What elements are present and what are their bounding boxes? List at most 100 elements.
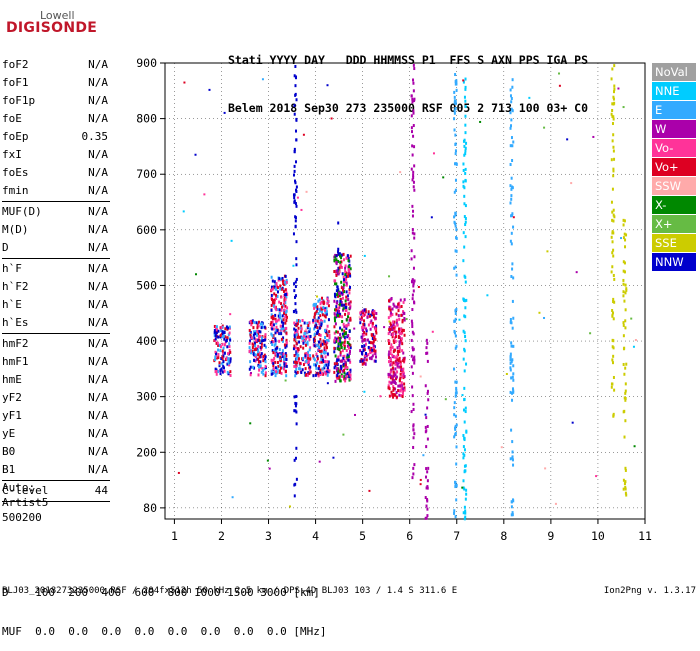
echo-point — [280, 296, 283, 299]
echo-point — [349, 368, 352, 372]
echo-point — [400, 304, 403, 308]
echo-point — [413, 279, 416, 283]
echo-point — [342, 288, 345, 292]
echo-point — [510, 231, 513, 235]
echo-point — [402, 328, 405, 332]
echo-point — [347, 354, 350, 358]
header-values: Belem 2018 Sep30 273 235000 RSF 005 2 71… — [228, 101, 589, 115]
echo-point — [330, 117, 333, 120]
echo-point — [263, 325, 266, 329]
echo-point — [361, 336, 364, 340]
echo-point — [253, 330, 256, 334]
echo-point — [392, 339, 395, 343]
echo-point — [402, 387, 405, 391]
echo-point — [411, 100, 414, 104]
echo-point — [362, 328, 365, 332]
echo-point — [624, 326, 627, 330]
echo-point — [296, 331, 299, 335]
echo-point — [393, 304, 396, 308]
echo-point — [349, 343, 352, 347]
echo-point — [273, 349, 276, 353]
echo-point — [400, 327, 403, 331]
echo-point — [512, 140, 515, 144]
echo-point — [284, 304, 287, 308]
echo-point — [362, 311, 365, 315]
echo-point — [394, 387, 397, 391]
echo-point — [349, 306, 352, 310]
param-name: h`Es — [2, 316, 29, 329]
param-separator — [2, 501, 110, 502]
echo-point — [276, 346, 279, 350]
echo-point — [293, 289, 296, 293]
param-separator — [2, 258, 110, 259]
echo-point — [336, 285, 339, 289]
echo-point — [453, 215, 456, 219]
echo-point — [454, 427, 457, 431]
echo-point — [387, 360, 390, 364]
echo-point — [219, 334, 222, 338]
echo-point — [274, 331, 277, 335]
echo-point — [424, 496, 427, 500]
echo-point — [464, 131, 467, 135]
echo-point — [270, 332, 273, 336]
echo-point — [509, 239, 512, 243]
echo-point — [398, 327, 401, 331]
echo-point — [217, 356, 220, 360]
echo-point — [464, 306, 467, 310]
echo-point — [326, 373, 329, 377]
echo-point — [316, 361, 319, 365]
echo-point — [393, 341, 396, 345]
echo-point — [511, 78, 514, 82]
echo-point — [398, 331, 401, 335]
echo-point — [219, 349, 222, 353]
echo-point — [348, 343, 351, 347]
echo-point — [270, 308, 273, 312]
echo-point — [464, 114, 467, 118]
echo-point — [299, 367, 302, 371]
echo-point — [343, 335, 346, 339]
echo-point — [342, 308, 345, 312]
echo-point — [295, 477, 298, 481]
echo-point — [285, 357, 288, 361]
echo-point — [412, 175, 415, 179]
echo-point — [413, 432, 416, 436]
echo-point — [254, 344, 257, 348]
echo-point — [251, 319, 254, 323]
echo-point — [257, 373, 260, 377]
echo-point — [281, 351, 284, 355]
echo-point — [343, 368, 346, 372]
echo-point — [453, 511, 456, 515]
echo-point — [463, 420, 466, 424]
echo-point — [463, 448, 466, 452]
echo-point — [511, 213, 514, 217]
echo-point — [302, 341, 305, 345]
echo-point — [221, 335, 224, 339]
echo-point — [424, 425, 427, 429]
echo-point — [308, 372, 311, 376]
echo-point — [268, 467, 271, 470]
echo-point — [264, 358, 267, 362]
echo-point — [454, 334, 457, 338]
echo-point — [221, 342, 224, 346]
echo-point — [342, 307, 345, 311]
echo-point — [280, 318, 283, 322]
echo-point — [304, 337, 307, 341]
echo-point — [249, 373, 252, 377]
echo-point — [389, 370, 392, 374]
echo-point — [324, 311, 327, 315]
echo-point — [403, 375, 406, 379]
echo-point — [258, 334, 261, 338]
echo-point — [325, 370, 328, 374]
echo-point — [283, 343, 286, 347]
echo-point — [280, 277, 283, 281]
echo-point — [454, 188, 457, 192]
echo-point — [279, 287, 282, 291]
echo-point — [412, 428, 415, 432]
echo-point — [270, 369, 273, 373]
echo-point — [463, 153, 466, 157]
echo-point — [263, 353, 266, 357]
echo-point — [509, 366, 512, 370]
echo-point — [463, 202, 466, 206]
echo-point — [271, 343, 274, 347]
echo-point — [622, 294, 625, 298]
